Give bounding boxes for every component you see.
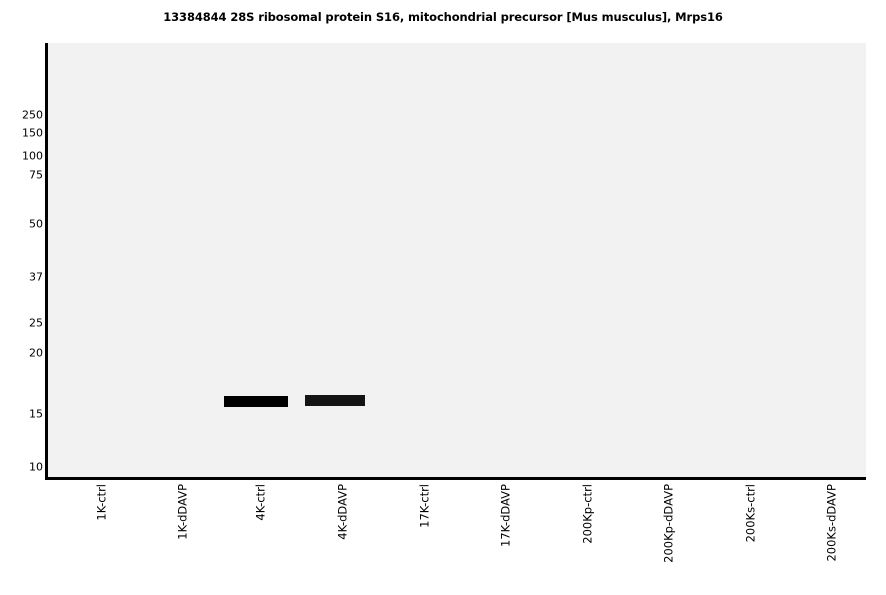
y-axis-tick-labels: 250 150 100 75 50 37 25 20 15 10 — [0, 0, 43, 595]
x-tick-label-4k-ctrl: 4K-ctrl — [253, 484, 268, 521]
x-tick-label-200ks-ddavp: 200Ks-dDAVP — [824, 484, 839, 562]
band-4k-ddavp — [305, 395, 365, 406]
plot-area — [48, 43, 866, 478]
x-tick-label-1k-ddavp: 1K-dDAVP — [175, 484, 190, 540]
x-tick-label-4k-ddavp: 4K-dDAVP — [335, 484, 350, 540]
x-tick-label-17k-ctrl: 17K-ctrl — [417, 484, 432, 528]
y-tick-label: 20 — [29, 346, 43, 360]
y-tick-label: 100 — [22, 149, 43, 163]
y-tick-label: 250 — [22, 108, 43, 122]
y-tick-label: 15 — [29, 407, 43, 421]
y-tick-label: 10 — [29, 460, 43, 474]
x-tick-label-1k-ctrl: 1K-ctrl — [94, 484, 109, 521]
y-tick-label: 75 — [29, 168, 43, 182]
y-tick-label: 50 — [29, 217, 43, 231]
y-tick-label: 37 — [29, 270, 43, 284]
x-axis-line — [45, 477, 866, 480]
x-tick-label-200ks-ctrl: 200Ks-ctrl — [743, 484, 758, 543]
x-tick-label-200kp-ddavp: 200Kp-dDAVP — [661, 484, 676, 563]
y-tick-label: 25 — [29, 316, 43, 330]
page-title: 13384844 28S ribosomal protein S16, mito… — [163, 10, 723, 24]
x-tick-label-17k-ddavp: 17K-dDAVP — [498, 484, 513, 548]
band-4k-ctrl — [224, 396, 288, 407]
y-tick-label: 150 — [22, 126, 43, 140]
x-tick-label-200kp-ctrl: 200Kp-ctrl — [580, 484, 595, 544]
y-axis-line — [45, 43, 48, 480]
